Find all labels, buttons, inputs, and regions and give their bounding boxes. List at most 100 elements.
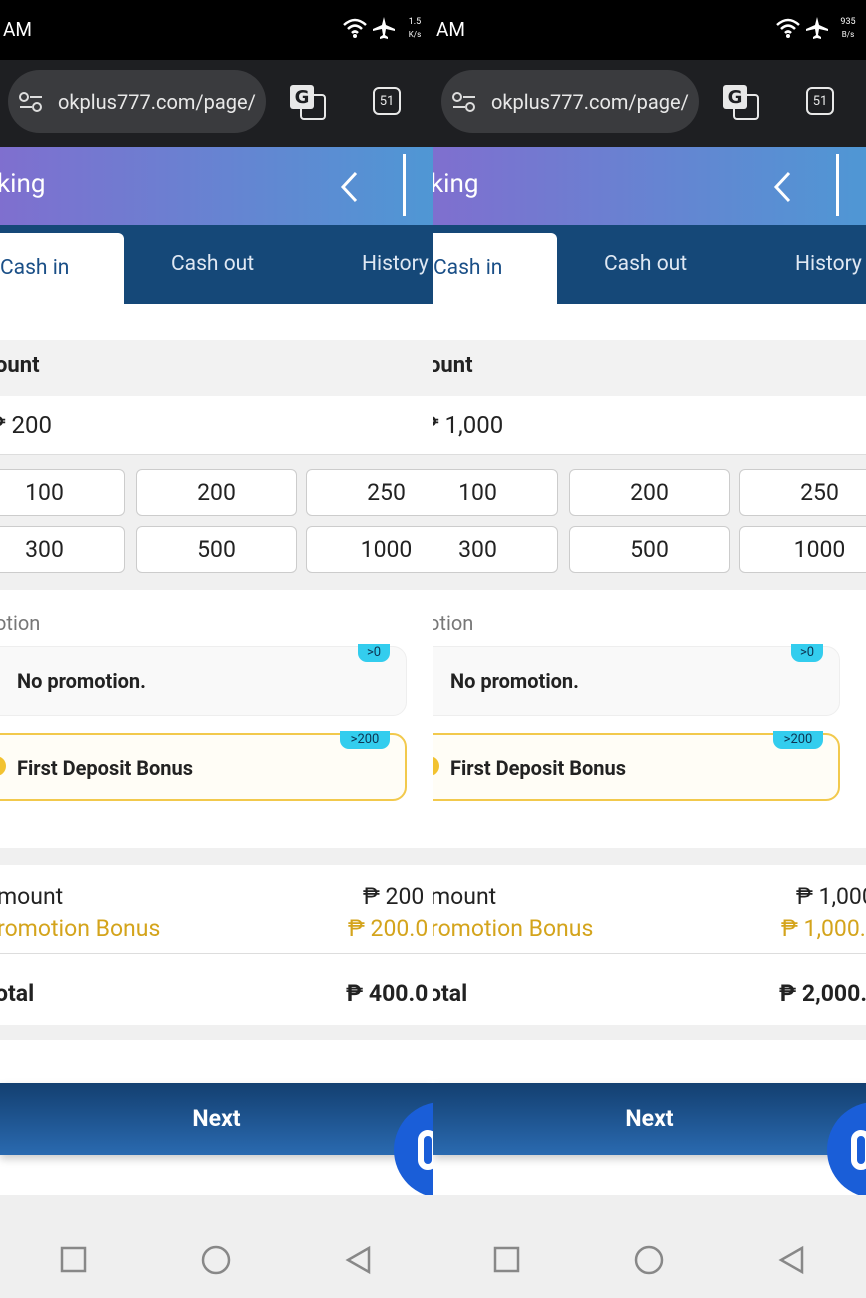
promotion-card[interactable] xyxy=(433,733,840,801)
amount-input[interactable] xyxy=(0,396,433,455)
phone-panel: AM 1.5 K/s okplus777.com/page/G 51 king Cash i… xyxy=(0,0,433,1298)
separator xyxy=(433,848,866,865)
quick-amount-text[interactable]: 100 xyxy=(25,479,64,506)
quick-amount-text[interactable]: 1000 xyxy=(360,536,413,563)
quick-amount-button[interactable] xyxy=(0,469,125,516)
separator xyxy=(0,848,433,865)
promotion-card[interactable] xyxy=(433,646,840,716)
back-button[interactable] xyxy=(338,170,362,204)
tab-active-bg xyxy=(433,233,557,304)
quick-amount-text[interactable]: 300 xyxy=(458,536,497,563)
url-bar[interactable] xyxy=(441,70,699,133)
promotion-radio xyxy=(0,756,6,776)
tab[interactable]: History xyxy=(795,252,862,276)
network-unit: K/s xyxy=(408,30,422,39)
promotion-card[interactable] xyxy=(0,733,407,801)
nav-buttons[interactable] xyxy=(0,1235,433,1285)
back-button[interactable] xyxy=(771,170,795,204)
next-button-text[interactable]: Next xyxy=(625,1105,674,1132)
quick-amount-button[interactable] xyxy=(136,469,297,516)
quick-amount-button[interactable] xyxy=(569,469,730,516)
quick-amount-text[interactable]: 500 xyxy=(197,536,236,563)
amount-input-value[interactable]: ₱ 200 xyxy=(0,411,52,439)
quick-amount-text[interactable]: 200 xyxy=(197,479,236,506)
network-speed: 1.5 xyxy=(408,17,422,27)
next-button[interactable] xyxy=(0,1083,433,1155)
tab-count[interactable]: 51 xyxy=(812,94,828,109)
quick-amount-text[interactable]: 500 xyxy=(630,536,669,563)
tab[interactable]: Cash in xyxy=(433,256,503,280)
promotion-badge: >0 xyxy=(799,645,815,660)
site-settings-icon xyxy=(452,92,475,112)
airplane-icon xyxy=(806,17,828,39)
quick-amount-button[interactable] xyxy=(306,469,433,516)
tab-switcher[interactable] xyxy=(373,87,401,115)
promotion-badge-bg xyxy=(358,644,390,662)
tab[interactable]: History xyxy=(362,252,429,276)
quick-amount-button[interactable] xyxy=(433,469,558,516)
translate-icon[interactable]: G xyxy=(722,84,760,120)
airplane-icon xyxy=(373,17,395,39)
summary-bonus-value: ₱ 1,000.0 xyxy=(781,915,866,942)
tab[interactable]: Cash out xyxy=(171,252,255,276)
floating-chat-icon[interactable] xyxy=(418,1130,433,1170)
promotion-badge: >0 xyxy=(366,645,382,660)
promotion-badge: >200 xyxy=(783,732,813,747)
tab[interactable]: Cash in xyxy=(0,256,70,280)
quick-amount-text[interactable]: 250 xyxy=(367,479,406,506)
floating-chat-icon[interactable] xyxy=(851,1130,866,1170)
amount-input[interactable] xyxy=(433,396,866,455)
url-text: okplus777.com/page/ xyxy=(58,90,256,114)
promotion-card[interactable] xyxy=(0,646,407,716)
summary-divider xyxy=(433,953,866,954)
quick-amount-button[interactable] xyxy=(739,526,866,573)
promotion-name[interactable]: No promotion. xyxy=(450,669,579,693)
promotion-badge-bg xyxy=(791,644,823,662)
header-divider xyxy=(836,154,839,216)
promotion-badge-bg xyxy=(773,731,823,749)
svg-text:G: G xyxy=(728,87,743,108)
summary-amount-label: mount xyxy=(0,883,64,910)
site-settings-icon xyxy=(19,92,42,112)
quick-amount-text[interactable]: 300 xyxy=(25,536,64,563)
url-bar[interactable] xyxy=(8,70,266,133)
promotion-label: otion xyxy=(433,611,474,635)
amount-section xyxy=(0,340,433,396)
quick-amount-button[interactable] xyxy=(136,526,297,573)
status-bar xyxy=(433,0,866,60)
quick-amount-text[interactable]: 100 xyxy=(458,479,497,506)
summary-total-value: ₱ 400.0 xyxy=(346,980,429,1007)
separator xyxy=(0,1025,433,1040)
quick-amount-button[interactable] xyxy=(306,526,433,573)
status-time: AM xyxy=(436,18,465,41)
next-button[interactable] xyxy=(433,1083,866,1155)
quick-amount-button[interactable] xyxy=(0,526,125,573)
next-button-text[interactable]: Next xyxy=(192,1105,241,1132)
quick-amount-text[interactable]: 200 xyxy=(630,479,669,506)
translate-icon[interactable]: G xyxy=(289,84,327,120)
quick-amount-text[interactable]: 250 xyxy=(800,479,839,506)
tab[interactable]: Cash out xyxy=(604,252,688,276)
promotion-label: otion xyxy=(0,611,41,635)
amount-label: ount xyxy=(433,353,473,378)
quick-amount-button[interactable] xyxy=(739,469,866,516)
summary-bonus-label: romotion Bonus xyxy=(0,915,161,942)
promotion-name[interactable]: First Deposit Bonus xyxy=(450,756,626,780)
header-title: king xyxy=(0,169,46,199)
quick-amount-button[interactable] xyxy=(569,526,730,573)
promotion-name[interactable]: First Deposit Bonus xyxy=(17,756,193,780)
nav-buttons[interactable] xyxy=(433,1235,866,1285)
quick-amount-button[interactable] xyxy=(433,526,558,573)
promotion-name[interactable]: No promotion. xyxy=(17,669,146,693)
amount-input-value[interactable]: ₱ 1,000 xyxy=(433,411,504,439)
quick-amount-text[interactable]: 1000 xyxy=(793,536,846,563)
page-header xyxy=(433,147,866,225)
header-title: king xyxy=(433,169,479,199)
tab-switcher[interactable] xyxy=(806,87,834,115)
summary-amount-value: ₱ 200 xyxy=(363,883,425,910)
separator xyxy=(433,1025,866,1040)
amount-label: ount xyxy=(0,353,40,378)
tab-count[interactable]: 51 xyxy=(379,94,395,109)
phone-panel: AM 935 B/s okplus777.com/page/G 51 king Cash i… xyxy=(433,0,866,1298)
